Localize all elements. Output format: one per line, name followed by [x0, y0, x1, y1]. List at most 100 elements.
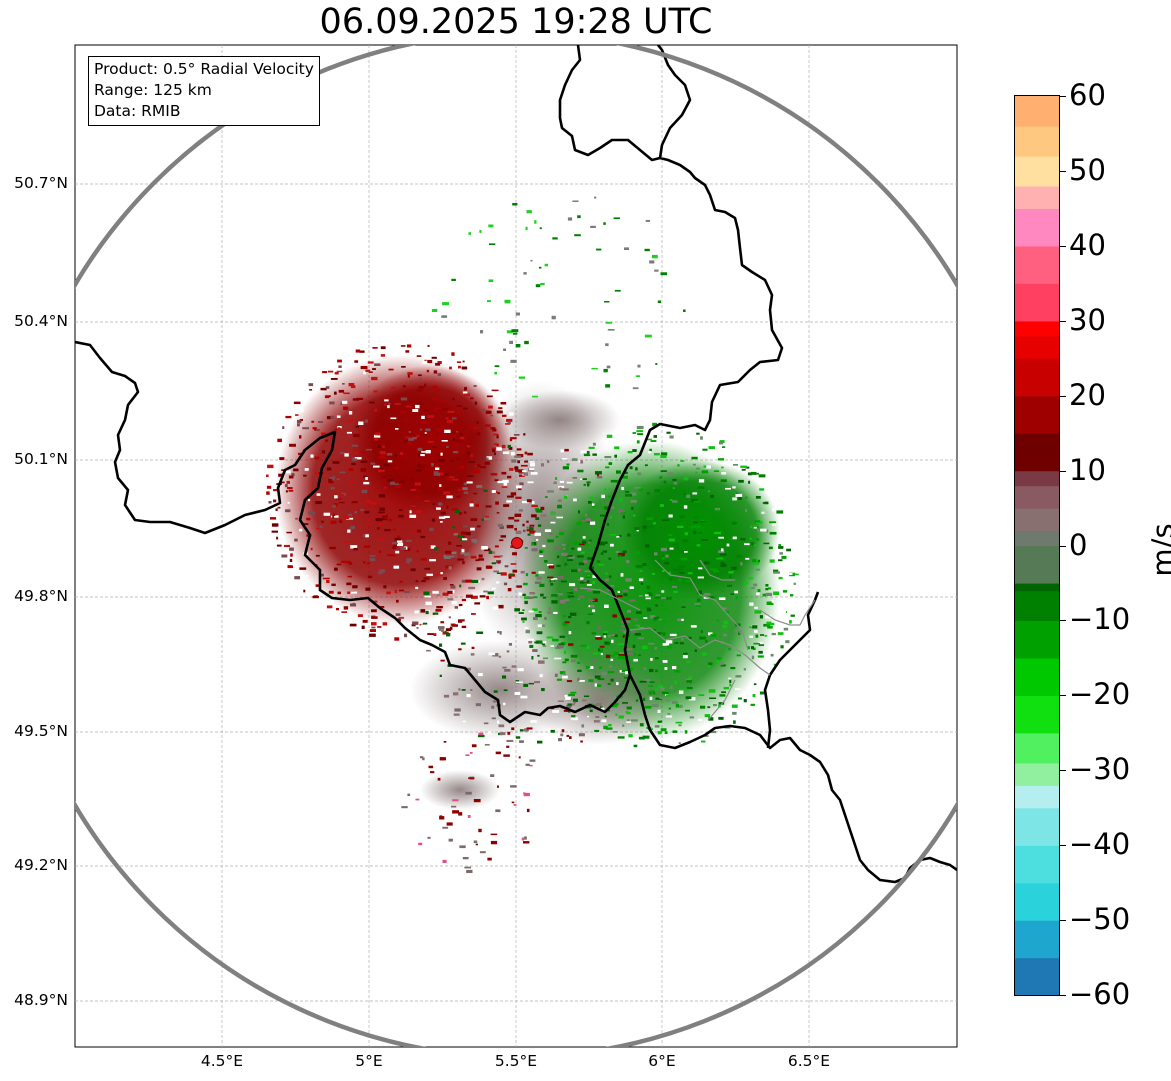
echo-pixel	[645, 438, 652, 441]
echo-pixel	[632, 432, 637, 434]
echo-pixel	[644, 248, 650, 252]
echo-pixel	[497, 480, 505, 484]
echo-pixel	[670, 685, 673, 689]
echo-pixel	[474, 465, 477, 467]
echo-pixel	[511, 459, 517, 463]
echo-pixel	[374, 363, 381, 366]
echo-pixel	[476, 596, 480, 599]
echo-pixel	[686, 661, 691, 663]
echo-pixel	[349, 562, 353, 565]
echo-pixel	[285, 490, 288, 493]
echo-pixel	[526, 727, 533, 730]
echo-pixel	[398, 509, 403, 511]
echo-pixel	[537, 624, 542, 628]
echo-pixel	[492, 653, 499, 657]
echo-pixel	[529, 468, 535, 471]
echo-pixel	[386, 591, 391, 595]
echo-pixel	[728, 677, 732, 680]
echo-pixel	[640, 582, 644, 585]
echo-pixel	[494, 479, 499, 482]
echo-pixel	[675, 721, 683, 724]
echo-pixel	[607, 671, 615, 674]
echo-pixel	[298, 452, 302, 456]
echo-pixel	[686, 679, 692, 683]
echo-pixel	[708, 632, 713, 636]
echo-pixel	[319, 525, 323, 528]
echo-pixel	[388, 403, 391, 405]
echo-pixel	[539, 227, 542, 230]
echo-pixel	[506, 330, 513, 334]
echo-pixel	[555, 593, 563, 596]
echo-pixel	[757, 559, 760, 563]
echo-pixel	[490, 414, 493, 417]
echo-pixel	[573, 541, 581, 545]
echo-pixel	[582, 478, 587, 480]
echo-pixel	[387, 518, 392, 522]
echo-pixel	[616, 470, 621, 474]
echo-pixel	[334, 372, 339, 375]
echo-pixel	[295, 517, 298, 520]
echo-pixel	[520, 570, 525, 574]
echo-pixel	[332, 504, 336, 508]
echo-pixel	[445, 550, 452, 554]
echo-pixel	[394, 484, 401, 487]
echo-pixel	[495, 501, 499, 505]
echo-pixel	[725, 443, 732, 446]
echo-pixel	[609, 516, 612, 519]
echo-pixel	[541, 463, 544, 467]
echo-pixel	[617, 554, 624, 557]
echo-pixel	[732, 486, 736, 489]
echo-pixel	[685, 696, 692, 700]
echo-pixel	[459, 584, 462, 588]
echo-pixel	[740, 460, 746, 463]
echo-pixel	[561, 543, 566, 546]
echo-pixel	[514, 519, 520, 522]
echo-pixel	[418, 842, 423, 846]
echo-pixel	[793, 582, 796, 585]
echo-pixel	[622, 589, 628, 593]
echo-pixel	[379, 507, 385, 511]
echo-pixel	[683, 493, 687, 496]
echo-pixel	[723, 620, 729, 625]
echo-pixel	[503, 348, 506, 351]
echo-pixel	[632, 449, 637, 452]
echo-pixel	[437, 777, 441, 781]
echo-pixel	[384, 529, 391, 532]
echo-pixel	[452, 810, 459, 814]
echo-pixel	[397, 540, 403, 543]
echo-pixel	[303, 474, 307, 477]
echo-pixel	[485, 410, 492, 414]
echo-pixel	[550, 645, 554, 647]
echo-pixel	[487, 383, 493, 386]
echo-pixel	[471, 595, 478, 599]
echo-pixel	[793, 573, 799, 576]
echo-pixel	[704, 735, 709, 737]
echo-pixel	[463, 482, 467, 486]
echo-pixel	[441, 629, 444, 632]
echo-pixel	[369, 558, 376, 562]
echo-pixel	[305, 574, 309, 577]
echo-pixel	[604, 506, 609, 510]
echo-pixel	[377, 444, 381, 448]
echo-pixel	[507, 731, 511, 735]
echo-pixel	[620, 512, 626, 515]
echo-pixel	[507, 422, 511, 424]
echo-pixel	[398, 514, 404, 518]
echo-pixel	[731, 566, 737, 570]
echo-pixel	[649, 681, 655, 683]
echo-pixel	[394, 483, 400, 486]
echo-pixel	[537, 654, 540, 657]
echo-pixel	[539, 674, 543, 678]
echo-pixel	[440, 511, 446, 515]
echo-pixel	[698, 479, 705, 483]
echo-pixel	[592, 453, 597, 456]
echo-pixel	[620, 629, 626, 631]
echo-pixel	[379, 451, 386, 455]
echo-pixel	[420, 535, 426, 539]
echo-pixel	[584, 570, 591, 573]
echo-pixel	[493, 433, 499, 436]
echo-pixel	[501, 444, 506, 449]
echo-pixel	[678, 724, 682, 727]
echo-pixel	[789, 620, 792, 624]
echo-pixel	[352, 585, 358, 589]
